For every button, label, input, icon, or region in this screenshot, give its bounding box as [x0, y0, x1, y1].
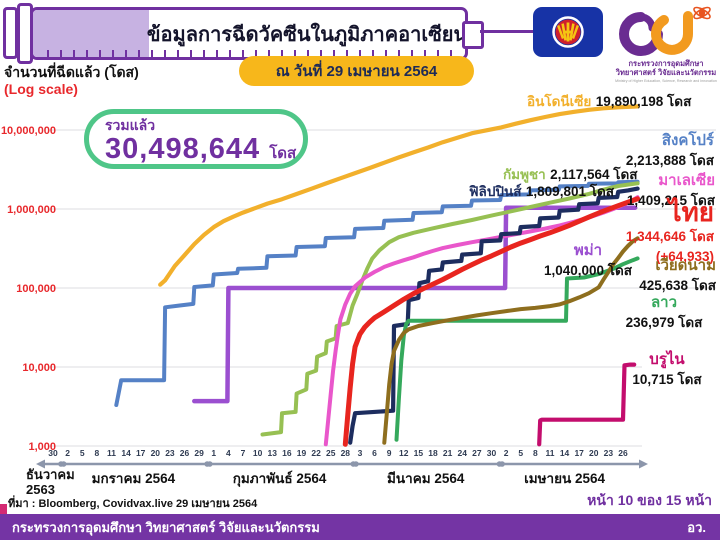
series-label-vietnam: เวียดนาม 425,638 โดส [639, 257, 716, 293]
series-label-brunei: บรูไน 10,715 โดส [632, 351, 702, 387]
svg-text:19: 19 [297, 448, 307, 458]
mhesi-text-en: Ministry of Higher Education, Science, R… [615, 79, 717, 83]
svg-text:20: 20 [589, 448, 599, 458]
svg-text:11: 11 [545, 448, 554, 458]
svg-text:23: 23 [165, 448, 175, 458]
svg-text:2: 2 [65, 448, 70, 458]
series-label-cambodia: กัมพูชา 2,117,564 โดส [503, 167, 638, 182]
total-doses-box: รวมแล้ว 30,498,644 โดส [84, 109, 308, 169]
svg-text:22: 22 [311, 448, 321, 458]
svg-text:มกราคม 2564: มกราคม 2564 [92, 471, 176, 486]
svg-text:26: 26 [618, 448, 628, 458]
svg-text:3: 3 [358, 448, 363, 458]
total-label: รวมแล้ว [105, 117, 156, 133]
as-of-date-badge: ณ วันที่ 29 เมษายน 2564 [239, 56, 474, 86]
asean-flag [533, 7, 603, 57]
syringe-needle [480, 30, 533, 33]
log-scale-note: (Log scale) [4, 81, 78, 97]
mhesi-logo: กระทรวงการอุดมศึกษา วิทยาศาสตร์ วิจัยและ… [614, 2, 718, 86]
mhesi-text-line1: กระทรวงการอุดมศึกษา [629, 59, 704, 68]
svg-text:21: 21 [443, 448, 453, 458]
svg-text:26: 26 [180, 448, 190, 458]
svg-text:กุมภาพันธ์ 2564: กุมภาพันธ์ 2564 [233, 470, 327, 487]
svg-text:17: 17 [574, 448, 584, 458]
svg-text:2: 2 [504, 448, 509, 458]
mhesi-text-line2: วิทยาศาสตร์ วิจัยและนวัตกรรม [615, 68, 716, 77]
svg-text:1: 1 [211, 448, 216, 458]
syringe-fill [33, 10, 149, 57]
svg-text:5: 5 [80, 448, 85, 458]
svg-text:24: 24 [458, 448, 468, 458]
asean-flag-ring [552, 16, 584, 48]
svg-text:10,000: 10,000 [22, 362, 56, 374]
svg-text:14: 14 [560, 448, 570, 458]
syringe-needle-hub [462, 21, 484, 49]
svg-text:23: 23 [604, 448, 614, 458]
svg-text:เมษายน 2564: เมษายน 2564 [524, 471, 605, 486]
svg-text:17: 17 [136, 448, 146, 458]
svg-text:13: 13 [268, 448, 278, 458]
svg-text:1,000: 1,000 [28, 441, 56, 453]
series-label-philippines: ฟิลิปปินส์ 1,809,801 โดส [469, 184, 614, 199]
svg-text:7: 7 [241, 448, 246, 458]
svg-text:2563: 2563 [26, 482, 55, 497]
svg-text:20: 20 [151, 448, 161, 458]
svg-text:14: 14 [121, 448, 131, 458]
svg-text:ธันวาคม: ธันวาคม [26, 467, 75, 482]
series-label-singapore: สิงคโปร์ 2,213,888 โดส [625, 132, 714, 168]
footer-ministry-abbr: อว. [687, 519, 706, 535]
svg-text:30: 30 [48, 448, 58, 458]
svg-text:10,000,000: 10,000,000 [1, 125, 56, 137]
footer-ministry-name: กระทรวงการอุดมศึกษา วิทยาศาสตร์ วิจัยและ… [12, 519, 320, 535]
svg-text:5: 5 [518, 448, 523, 458]
series-label-thailand: ไทย 1,344,646 โดส (+64,933) [625, 197, 714, 264]
page-title: ข้อมูลการฉีดวัคซีนในภูมิภาคอาเซียน [146, 23, 468, 46]
source-note: ที่มา : Bloomberg, Covidvax.live 29 เมษา… [8, 498, 258, 510]
syringe-ruler-ticks [47, 50, 455, 57]
series-label-myanmar: พม่า 1,040,000 โดส [543, 242, 633, 278]
svg-text:30: 30 [487, 448, 497, 458]
asean-rice-sheaf [557, 22, 579, 42]
series-label-malaysia: มาเลเซีย 1,409,215 โดส [626, 172, 715, 208]
svg-text:1,000,000: 1,000,000 [7, 204, 56, 216]
svg-text:6: 6 [372, 448, 377, 458]
svg-text:12: 12 [399, 448, 409, 458]
svg-text:29: 29 [194, 448, 204, 458]
y-axis-title: จำนวนที่ฉีดแล้ว (โดส) [4, 64, 139, 80]
pink-corner-mark [0, 504, 7, 515]
svg-text:10: 10 [253, 448, 263, 458]
svg-text:มีนาคม 2564: มีนาคม 2564 [387, 471, 465, 486]
svg-text:4: 4 [226, 448, 231, 458]
svg-text:100,000: 100,000 [16, 283, 56, 295]
svg-text:28: 28 [341, 448, 351, 458]
svg-text:8: 8 [533, 448, 538, 458]
page-indicator: หน้า 10 ของ 15 หน้า [587, 492, 712, 508]
mhesi-logo-orange-arc [651, 11, 693, 55]
svg-text:8: 8 [94, 448, 99, 458]
svg-text:9: 9 [387, 448, 392, 458]
total-value: 30,498,644 โดส [105, 133, 297, 165]
svg-text:16: 16 [282, 448, 292, 458]
svg-text:18: 18 [428, 448, 438, 458]
svg-text:15: 15 [414, 448, 424, 458]
series-label-laos: ลาว 236,979 โดส [625, 294, 703, 330]
svg-text:25: 25 [326, 448, 336, 458]
footer-bar: กระทรวงการอุดมศึกษา วิทยาศาสตร์ วิจัยและ… [0, 514, 720, 540]
syringe-plunger-bar [3, 7, 18, 59]
svg-text:11: 11 [107, 448, 116, 458]
series-label-indonesia: อินโดนีเซีย 19,890,198 โดส [527, 94, 692, 109]
atom-icon [693, 6, 711, 20]
svg-text:27: 27 [472, 448, 482, 458]
